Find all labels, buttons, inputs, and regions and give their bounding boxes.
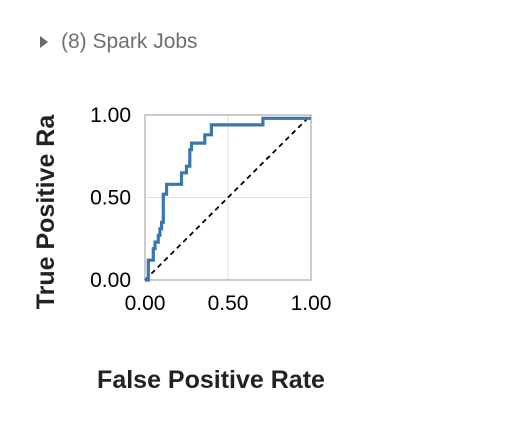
x-tick-label: 1.00 bbox=[291, 292, 332, 315]
spark-jobs-toggle[interactable]: (8) Spark Jobs bbox=[40, 30, 198, 54]
y-tick-labels: 0.00 0.50 1.00 bbox=[90, 104, 131, 292]
spark-jobs-label: (8) Spark Jobs bbox=[61, 30, 198, 53]
x-tick-label: 0.50 bbox=[208, 292, 249, 315]
y-tick-label: 0.00 bbox=[90, 269, 131, 292]
x-tick-label: 0.00 bbox=[125, 292, 166, 315]
x-tick-labels: 0.00 0.50 1.00 bbox=[125, 292, 332, 315]
roc-curve-line bbox=[145, 116, 311, 282]
x-axis-title: False Positive Rate bbox=[97, 366, 325, 394]
y-tick-label: 1.00 bbox=[90, 104, 131, 127]
y-axis-title: True Positive Ra bbox=[32, 114, 60, 310]
plot-frame bbox=[144, 114, 312, 281]
chance-diagonal-line bbox=[144, 114, 312, 281]
caret-right-icon bbox=[40, 36, 48, 48]
y-tick-label: 0.50 bbox=[90, 187, 131, 210]
